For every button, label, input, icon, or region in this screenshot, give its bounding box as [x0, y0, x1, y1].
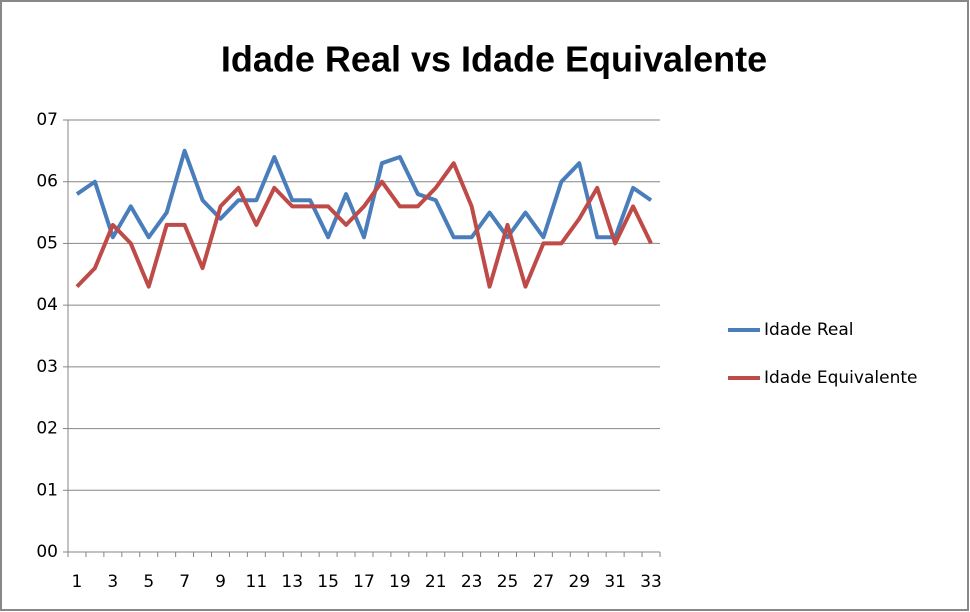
x-tick-label: 27 [533, 572, 555, 592]
y-tick-label: 05 [36, 233, 58, 253]
y-tick-label: 06 [36, 172, 58, 192]
x-tick-label: 5 [143, 572, 154, 592]
y-tick-label: 04 [36, 295, 58, 315]
legend-label: Idade Real [764, 320, 854, 340]
x-tick-label: 17 [353, 572, 375, 592]
y-tick-label: 01 [36, 480, 58, 500]
x-tick-label: 9 [215, 572, 226, 592]
series-line [75, 148, 653, 240]
chart-title: Idade Real vs Idade Equivalente [221, 39, 767, 80]
x-tick-label: 3 [107, 572, 118, 592]
x-tick-label: 31 [604, 572, 626, 592]
x-tick-label: 23 [461, 572, 483, 592]
x-tick-label: 7 [179, 572, 190, 592]
y-tick-label: 00 [36, 542, 58, 562]
x-tick-label: 21 [425, 572, 447, 592]
x-tick-label: 1 [72, 572, 83, 592]
y-tick-label: 02 [36, 419, 58, 439]
y-tick-label: 07 [36, 110, 58, 130]
x-tick-label: 15 [317, 572, 339, 592]
x-tick-label: 11 [246, 572, 268, 592]
x-tick-label: 29 [568, 572, 590, 592]
legend-label: Idade Equivalente [764, 368, 917, 388]
y-tick-label: 03 [36, 357, 58, 377]
x-tick-label: 33 [640, 572, 662, 592]
x-tick-label: 25 [497, 572, 519, 592]
x-tick-label: 19 [389, 572, 411, 592]
x-tick-label: 13 [281, 572, 303, 592]
series-line [75, 161, 653, 289]
